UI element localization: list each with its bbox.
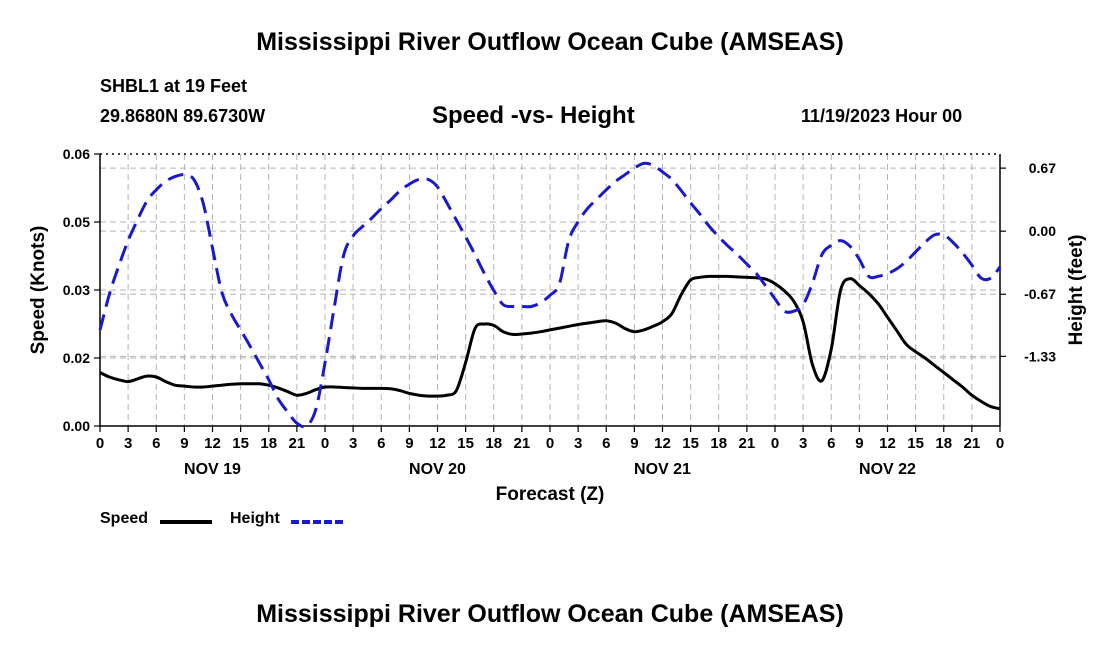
y2-tick-label: 0.67 [1029,160,1056,176]
x-tick-label: 15 [232,435,249,452]
x-tick-label: 0 [96,435,104,452]
footer-title: Mississippi River Outflow Ocean Cube (AM… [256,600,844,628]
x-tick-label: 3 [799,435,807,452]
x-tick-label: 0 [771,435,779,452]
station-label: SHBL1 at 19 Feet [100,76,248,96]
location-label: 29.8680N 89.6730W [100,106,266,126]
x-tick-label: 3 [124,435,132,452]
x-tick-label: 18 [485,435,502,452]
x-tick-label: 12 [879,435,896,452]
datetime-label: 11/19/2023 Hour 00 [801,106,963,126]
plot-title: Speed -vs- Height [432,102,635,129]
x-tick-label: 0 [546,435,554,452]
day-label: NOV 22 [859,461,916,478]
x-axis-title: Forecast (Z) [496,484,605,505]
x-tick-label: 21 [739,435,756,452]
x-tick-label: 9 [405,435,413,452]
x-tick-label: 15 [457,435,474,452]
y-tick-label: 0.06 [63,146,90,162]
x-tick-label: 6 [152,435,160,452]
legend-speed-label: Speed [100,510,149,527]
x-tick-label: 9 [630,435,638,452]
y-tick-label: 0.03 [63,282,90,298]
x-tick-label: 21 [289,435,306,452]
x-tick-label: 21 [514,435,531,452]
speed-height-chart: 0 3 6 9 12 15 18 21 0 3 6 9 12 15 18 21 0 3 6 9 12 15 18 21 0 3 6 9… [28,146,1087,505]
x-tick-label: 12 [204,435,221,452]
x-tick-label: 6 [602,435,610,452]
x-tick-label: 6 [827,435,835,452]
x-tick-label: 3 [349,435,357,452]
y2-tick-label: -1.33 [1024,348,1056,364]
x-tick-label: 9 [855,435,863,452]
x-tick-label: 18 [935,435,952,452]
x-tick-label: 0 [321,435,329,452]
x-tick-label: 9 [180,435,188,452]
legend-speed-swatch [160,520,212,524]
x-tick-label: 0 [996,435,1004,452]
x-tick-label: 15 [682,435,699,452]
day-label: NOV 21 [634,461,691,478]
y-tick-label: 0.02 [63,350,90,366]
x-tick-label: 3 [574,435,582,452]
y-tick-label: 0.05 [63,214,90,230]
day-label: NOV 19 [184,461,241,478]
x-tick-label: 18 [710,435,727,452]
y-tick-label: 0.00 [63,418,90,434]
page-title: Mississippi River Outflow Ocean Cube (AM… [256,28,844,56]
y2-tick-label: 0.00 [1029,223,1056,239]
y2-tick-label: -0.67 [1024,286,1056,302]
day-label: NOV 20 [409,461,466,478]
legend-height-swatch [291,520,343,524]
height-series-line [98,161,1002,429]
x-tick-label: 6 [377,435,385,452]
y2-axis-title: Height (feet) [1066,235,1087,346]
x-tick-label: 15 [907,435,924,452]
x-tick-label: 18 [260,435,277,452]
y-axis-title: Speed (Knots) [28,226,49,355]
speed-series-line [99,274,1001,411]
x-tick-label: 21 [964,435,981,452]
legend-height-label: Height [230,510,280,527]
x-tick-label: 12 [654,435,671,452]
x-tick-label: 12 [429,435,446,452]
